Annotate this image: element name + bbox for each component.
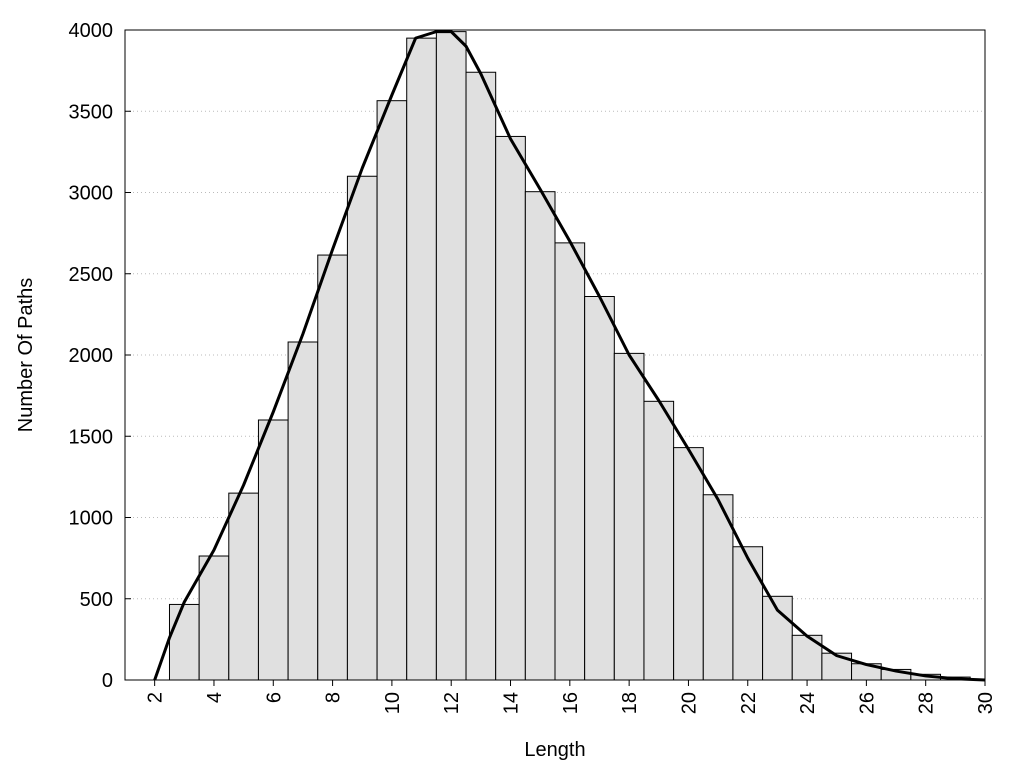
x-tick-label: 14 <box>501 692 523 714</box>
y-tick-label: 1000 <box>69 508 114 530</box>
bar <box>317 254 348 681</box>
bar <box>406 37 437 681</box>
x-tick-label: 22 <box>738 692 760 714</box>
x-tick-label: 2 <box>145 692 167 703</box>
plot-frame <box>124 29 986 681</box>
x-tick-label: 8 <box>323 692 345 703</box>
y-tick-label: 2500 <box>69 264 114 286</box>
bar <box>346 175 378 681</box>
y-tick-label: 1500 <box>69 426 114 448</box>
bar <box>168 603 200 681</box>
bar <box>287 341 319 681</box>
bar <box>435 31 467 681</box>
bar <box>584 296 615 681</box>
bar <box>257 419 289 681</box>
x-tick-label: 16 <box>560 692 582 714</box>
line <box>153 30 986 682</box>
bar <box>495 135 526 681</box>
y-tick-label: 4000 <box>69 20 114 42</box>
x-tick-label: 26 <box>856 692 878 714</box>
x-tick-label: 12 <box>441 692 463 714</box>
bar <box>376 100 408 681</box>
bar <box>524 191 556 681</box>
x-tick-label: 4 <box>204 692 226 703</box>
y-axis-title: Number Of Paths <box>15 278 37 433</box>
x-tick-label: 24 <box>797 692 819 714</box>
bar <box>732 546 764 681</box>
x-tick-label: 30 <box>975 692 997 714</box>
bar <box>198 555 230 681</box>
y-tick-label: 3500 <box>69 101 114 123</box>
bar <box>228 492 259 681</box>
y-tick-label: 2000 <box>69 345 114 367</box>
x-tick-label: 28 <box>916 692 938 714</box>
x-tick-label: 20 <box>678 692 700 714</box>
y-tick-label: 3000 <box>69 183 114 205</box>
bar <box>465 71 497 681</box>
y-tick-label: 500 <box>80 589 113 611</box>
bar <box>554 242 586 681</box>
bar <box>613 352 645 681</box>
x-axis-title: Length <box>524 739 585 761</box>
x-tick-label: 6 <box>263 692 285 703</box>
y-tick-label: 0 <box>102 670 113 692</box>
bar <box>643 400 675 681</box>
x-tick-label: 10 <box>382 692 404 714</box>
bar <box>673 447 704 681</box>
x-tick-label: 18 <box>619 692 641 714</box>
